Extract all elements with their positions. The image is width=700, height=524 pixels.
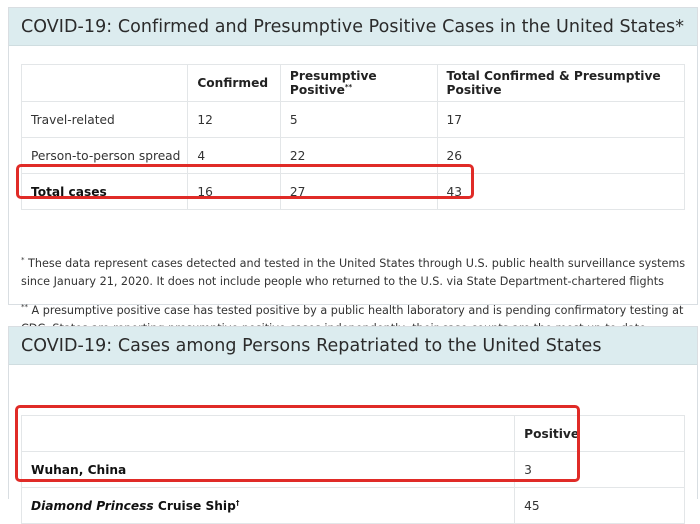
column-header-total: Total Confirmed & Presumptive Positive [436,64,686,102]
cell-total: 26 [436,137,686,174]
cell-presumptive: 27 [279,173,438,210]
table-row: Travel-related 12 5 17 [20,101,686,138]
cell-total: 43 [436,173,686,210]
table-row: Wuhan, China 3 [20,451,685,488]
repatriated-cases-card: COVID-19: Cases among Persons Repatriate… [8,326,698,524]
row-label: Person-to-person spread [20,137,189,174]
cases-table: Confirmed Presumptive Positive** Total C… [20,64,686,210]
table-header-row: Positive [20,415,685,452]
row-label: Total cases [20,173,189,210]
column-header-presumptive: Presumptive Positive** [279,64,438,102]
cell-positive: 45 [514,487,685,524]
repatriated-table: Positive Wuhan, China 3 Diamond Princess… [20,415,685,524]
cell-total: 17 [436,101,686,138]
footnote-marker: ** [344,83,353,91]
footnote-marker: * [21,256,25,264]
row-label: Wuhan, China [20,451,516,488]
row-label: Diamond Princess Cruise Ship† [20,487,516,524]
table-row-total: Total cases 16 27 43 [20,173,686,210]
cell-confirmed: 4 [187,137,281,174]
table-row: Person-to-person spread 4 22 26 [20,137,686,174]
column-header-blank [20,64,189,102]
section-title: COVID-19: Cases among Persons Repatriate… [9,327,697,365]
table-header-row: Confirmed Presumptive Positive** Total C… [20,64,686,102]
column-header-confirmed: Confirmed [187,64,281,102]
column-header-blank [20,415,516,452]
footnote-surveillance: * These data represent cases detected an… [21,251,687,291]
column-header-positive: Positive [514,415,685,452]
column-header-presumptive-label: Presumptive Positive [289,69,377,97]
ship-name: Diamond Princess [31,498,154,513]
cell-presumptive: 5 [279,101,438,138]
footnote-text: These data represent cases detected and … [21,257,686,288]
ship-label-rest: Cruise Ship [153,498,236,513]
footnote-marker: ** [21,303,28,311]
table-row: Diamond Princess Cruise Ship† 45 [20,487,685,524]
row-label: Travel-related [20,101,189,138]
cell-presumptive: 22 [279,137,438,174]
confirmed-cases-card: COVID-19: Confirmed and Presumptive Posi… [8,7,698,335]
cell-positive: 3 [514,451,685,488]
cell-confirmed: 12 [187,101,281,138]
footnote-marker: † [235,498,240,507]
cell-confirmed: 16 [187,173,281,210]
section-title: COVID-19: Confirmed and Presumptive Posi… [9,8,697,46]
